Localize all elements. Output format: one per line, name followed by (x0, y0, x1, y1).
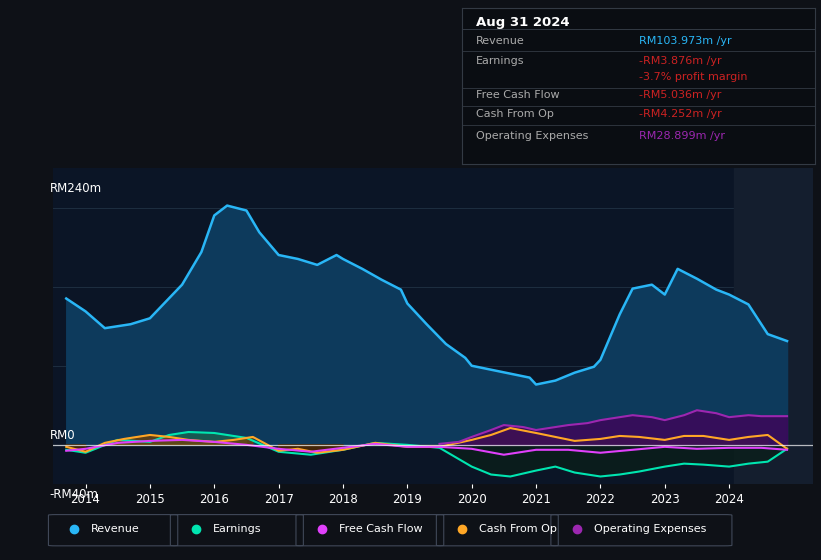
Text: RM103.973m /yr: RM103.973m /yr (639, 36, 732, 46)
Text: Operating Expenses: Operating Expenses (476, 131, 589, 141)
Text: -RM40m: -RM40m (49, 488, 99, 501)
Text: Revenue: Revenue (91, 524, 140, 534)
Text: -RM5.036m /yr: -RM5.036m /yr (639, 90, 721, 100)
Text: RM0: RM0 (49, 429, 76, 442)
Text: Operating Expenses: Operating Expenses (594, 524, 706, 534)
Text: RM28.899m /yr: RM28.899m /yr (639, 131, 725, 141)
Bar (734, 168, 813, 484)
Text: Cash From Op: Cash From Op (476, 109, 554, 119)
Text: Aug 31 2024: Aug 31 2024 (476, 16, 570, 29)
Text: Free Cash Flow: Free Cash Flow (339, 524, 423, 534)
Text: -RM4.252m /yr: -RM4.252m /yr (639, 109, 722, 119)
Text: Cash From Op: Cash From Op (479, 524, 557, 534)
Text: -RM3.876m /yr: -RM3.876m /yr (639, 56, 722, 66)
Text: Earnings: Earnings (213, 524, 262, 534)
Text: Earnings: Earnings (476, 56, 525, 66)
Text: Revenue: Revenue (476, 36, 525, 46)
Text: Free Cash Flow: Free Cash Flow (476, 90, 560, 100)
Text: -3.7% profit margin: -3.7% profit margin (639, 72, 747, 82)
Text: RM240m: RM240m (49, 182, 102, 195)
